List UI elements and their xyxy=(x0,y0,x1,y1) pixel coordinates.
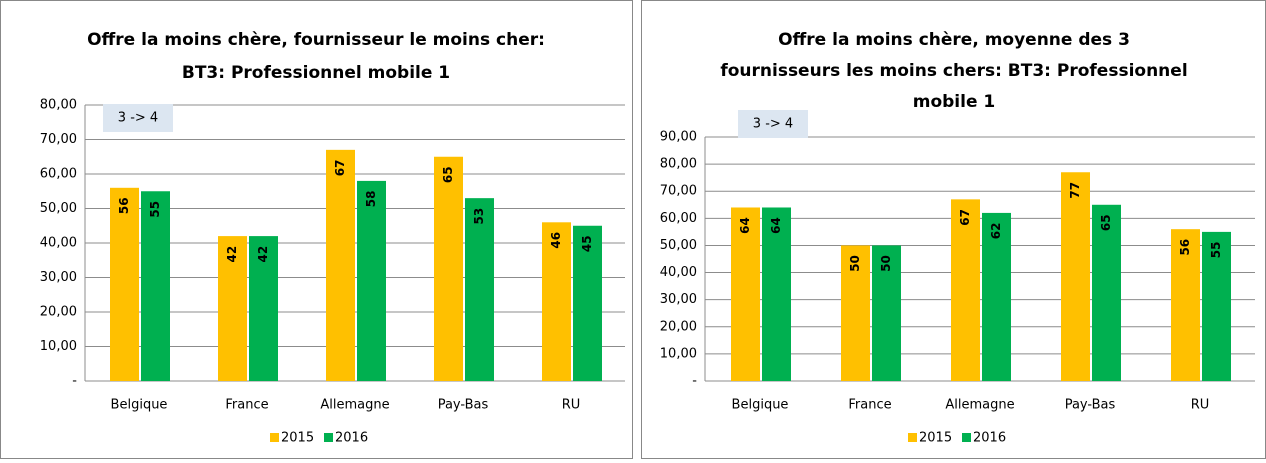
x-tick-label: France xyxy=(225,398,268,413)
bar xyxy=(951,199,980,381)
data-label: 50 xyxy=(848,255,862,272)
data-label: 67 xyxy=(333,159,347,176)
data-label: 50 xyxy=(879,255,893,272)
x-tick-label: Belgique xyxy=(111,398,168,413)
data-label: 55 xyxy=(148,201,162,218)
x-tick-label: Belgique xyxy=(732,398,789,413)
annotation-box xyxy=(103,104,173,132)
data-label: 42 xyxy=(256,246,270,263)
bar xyxy=(1061,172,1090,381)
y-tick-label: 50,00 xyxy=(660,238,697,253)
y-tick-label: 60,00 xyxy=(660,211,697,226)
bar xyxy=(434,156,463,381)
x-tick-label: Pay-Bas xyxy=(438,398,489,413)
bar xyxy=(1202,231,1231,381)
data-label: 45 xyxy=(580,235,594,252)
legend-label: 2015 xyxy=(281,431,314,446)
bar xyxy=(762,207,791,381)
data-label: 64 xyxy=(738,217,752,234)
bar xyxy=(326,149,355,381)
y-tick-label: 20,00 xyxy=(40,305,77,320)
legend-swatch xyxy=(270,433,279,442)
x-tick-label: Allemagne xyxy=(320,398,389,413)
y-tick-label: 30,00 xyxy=(40,270,77,285)
y-tick-label: - xyxy=(692,374,697,389)
y-tick-label: 70,00 xyxy=(40,132,77,147)
y-tick-label: 40,00 xyxy=(40,236,77,251)
data-label: 77 xyxy=(1068,182,1082,199)
bar xyxy=(573,225,602,381)
bar xyxy=(1171,229,1200,381)
y-tick-label: 80,00 xyxy=(660,157,697,172)
x-tick-label: Pay-Bas xyxy=(1065,398,1116,413)
bar xyxy=(841,245,870,381)
x-tick-label: Allemagne xyxy=(945,398,1014,413)
bar xyxy=(731,207,760,381)
chart-title: mobile 1 xyxy=(913,92,996,112)
annotation: 3 -> 4 xyxy=(753,117,793,132)
y-tick-label: 10,00 xyxy=(40,339,77,354)
y-tick-label: 10,00 xyxy=(660,346,697,361)
bar xyxy=(872,245,901,381)
legend-swatch xyxy=(962,433,971,442)
y-tick-label: 50,00 xyxy=(40,201,77,216)
annotation: 3 -> 4 xyxy=(118,111,158,126)
data-label: 56 xyxy=(1178,239,1192,256)
bar xyxy=(1092,204,1121,381)
x-tick-label: France xyxy=(848,398,891,413)
legend-swatch xyxy=(324,433,333,442)
y-tick-label: 70,00 xyxy=(660,184,697,199)
bar xyxy=(357,180,386,381)
legend-swatch xyxy=(908,433,917,442)
x-tick-label: RU xyxy=(562,398,581,413)
annotation-box xyxy=(738,110,808,138)
bar xyxy=(141,191,170,381)
chart-title: fournisseurs les moins chers: BT3: Profe… xyxy=(720,61,1187,81)
y-tick-label: 30,00 xyxy=(660,292,697,307)
data-label: 62 xyxy=(989,223,1003,240)
chart-title: BT3: Professionnel mobile 1 xyxy=(182,63,450,83)
legend-label: 2016 xyxy=(973,431,1006,446)
legend-label: 2016 xyxy=(335,431,368,446)
x-tick-label: RU xyxy=(1191,398,1210,413)
panel-frame xyxy=(0,0,633,459)
bar xyxy=(110,187,139,381)
bar xyxy=(542,222,571,381)
data-label: 65 xyxy=(1099,214,1113,231)
y-tick-label: 60,00 xyxy=(40,167,77,182)
data-label: 65 xyxy=(441,166,455,183)
data-label: 46 xyxy=(549,232,563,249)
chart-title: Offre la moins chère, moyenne des 3 xyxy=(778,30,1130,50)
bar xyxy=(249,236,278,381)
bar xyxy=(218,236,247,381)
y-tick-label: 20,00 xyxy=(660,319,697,334)
data-label: 55 xyxy=(1209,242,1223,259)
y-tick-label: 40,00 xyxy=(660,265,697,280)
data-label: 56 xyxy=(117,197,131,214)
data-label: 53 xyxy=(472,208,486,225)
data-label: 58 xyxy=(364,191,378,208)
chart-title: Offre la moins chère, fournisseur le moi… xyxy=(87,30,545,50)
y-tick-label: 80,00 xyxy=(40,98,77,113)
y-tick-label: - xyxy=(72,374,77,389)
data-label: 64 xyxy=(769,217,783,234)
data-label: 42 xyxy=(225,246,239,263)
bar xyxy=(982,212,1011,381)
data-label: 67 xyxy=(958,209,972,226)
bar xyxy=(465,198,494,381)
y-tick-label: 90,00 xyxy=(660,130,697,145)
legend-label: 2015 xyxy=(919,431,952,446)
